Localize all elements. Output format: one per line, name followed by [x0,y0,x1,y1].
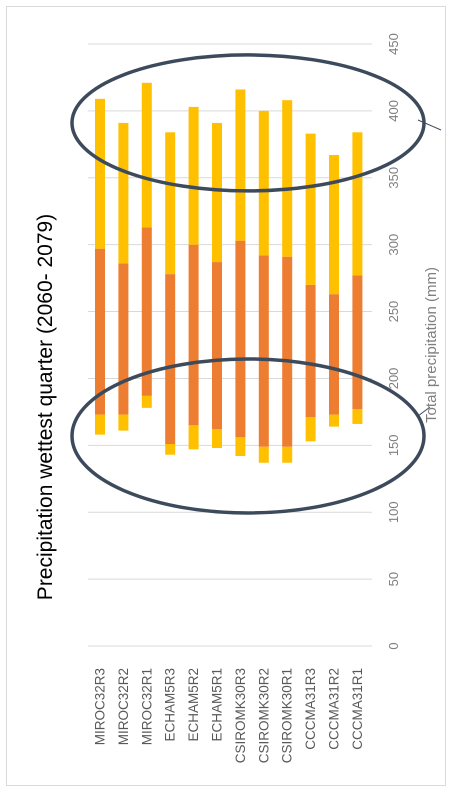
bar-segment [329,414,339,427]
category-label: MIROC32R1 [139,668,154,745]
category-label: MIROC32R3 [93,668,108,745]
bar-segment [141,82,152,228]
bar-segment [329,294,339,415]
category-label: ECHAM5R1 [210,668,225,742]
category-label: CCCMA31R2 [327,668,342,750]
bar-segment [352,409,363,424]
bar-segment [118,414,129,431]
bar-segment [212,262,222,430]
bar-segment [141,395,152,408]
bar-segment [305,284,316,418]
value-tick-label: 450 [386,33,401,55]
category-label: MIROC32R2 [116,668,131,745]
value-tick-labels: 0 50 100 150 200 250 300 350 400 450 [386,33,401,649]
value-tick-label: 300 [386,234,401,256]
bar-segment [352,275,363,410]
category-label: ECHAM5R2 [186,668,201,742]
bar-segment [95,98,105,249]
value-tick-label: 350 [386,167,401,189]
value-tick-label: 50 [386,572,401,586]
bar-segment [235,89,246,241]
annotation-leader-line [417,406,431,417]
value-tick-label: 100 [386,501,401,523]
bar-segment [165,132,176,275]
bar-segment [282,100,293,257]
value-axis-label: Total precipitation (mm) [423,267,440,423]
bar-segment [118,263,129,415]
chart-title: Precipitation wettest quarter (2060- 207… [34,214,57,600]
bar-segment [282,256,293,447]
bar-segment [188,106,199,245]
bar-segment [352,132,363,276]
bar-segment [282,446,293,463]
bar-segment [329,155,339,295]
category-label: CSIROMK30R2 [256,668,271,763]
value-tick-label: 400 [386,100,401,122]
category-labels: MIROC32R3 MIROC32R2 MIROC32R1 ECHAM5R3 ECHAM… [93,668,365,763]
bar-segment [235,240,246,438]
value-tick-label: 250 [386,301,401,323]
bar-group [95,82,363,463]
chart-frame [6,6,446,786]
category-label: CCCMA31R3 [303,668,318,750]
bar-segment [188,244,199,426]
bar-segment [258,255,269,447]
annotations [70,53,442,515]
bar-segment [305,133,316,285]
bar-segment [165,274,176,444]
bar-segment [305,417,316,442]
bar-segment [212,122,222,263]
category-label: CCCMA31R1 [350,668,365,750]
category-label: CSIROMK30R3 [233,668,248,763]
annotation-leader-line [417,119,442,131]
bar-segment [212,429,222,449]
bar-segment [118,122,129,264]
category-label: ECHAM5R3 [163,668,178,742]
value-tick-label: 0 [386,642,401,649]
value-tick-label: 200 [386,368,401,390]
value-tick-label: 150 [386,434,401,456]
bar-segment [235,437,246,457]
bar-segment [165,443,176,455]
bar-segment [258,110,269,256]
bar-segment [188,425,199,450]
bar-segment [95,414,105,435]
bar-segment [141,227,152,396]
bar-segment [95,248,105,415]
category-label: CSIROMK30R1 [280,668,295,763]
annotation-ellipse [70,357,426,515]
bar-segment [258,446,269,463]
